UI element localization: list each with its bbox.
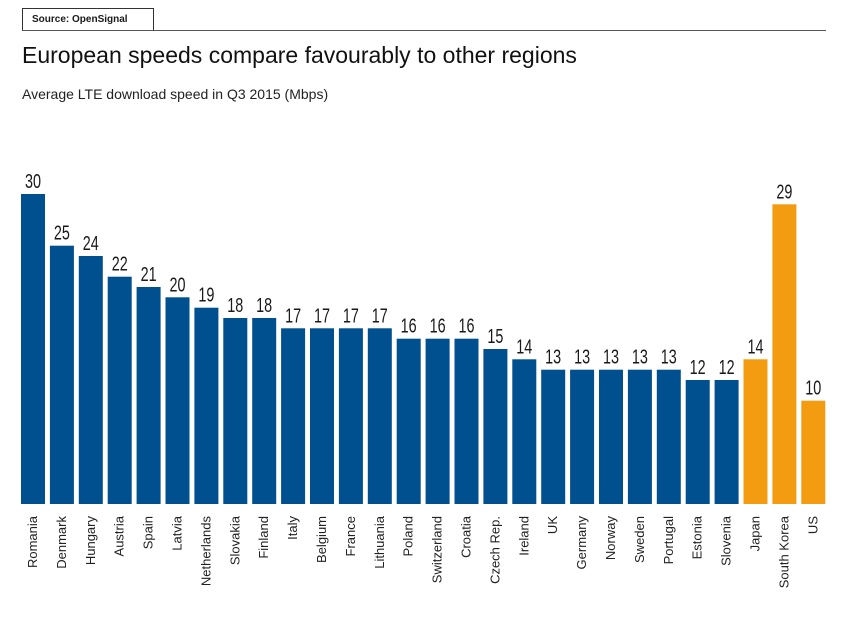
value-label-south-korea: 29 xyxy=(776,180,792,203)
category-label-estonia: Estonia xyxy=(690,515,705,559)
bar-slovenia xyxy=(714,380,739,504)
category-label-czech-rep: Czech Rep. xyxy=(487,516,502,584)
bar-ireland xyxy=(512,359,537,504)
category-label-denmark: Denmark xyxy=(54,516,69,569)
value-label-czech-rep: 15 xyxy=(487,325,503,348)
bar-italy xyxy=(281,328,306,504)
category-label-slovakia: Slovakia xyxy=(227,515,242,565)
category-label-spain: Spain xyxy=(141,516,156,549)
value-label-finland: 18 xyxy=(256,294,272,317)
value-label-belgium: 17 xyxy=(314,304,330,327)
bar-slovakia xyxy=(223,318,248,504)
category-label-norway: Norway xyxy=(603,516,618,561)
value-label-austria: 22 xyxy=(112,252,128,275)
value-label-romania: 30 xyxy=(25,170,41,193)
bar-switzerland xyxy=(425,338,450,504)
category-label-france: France xyxy=(343,516,358,556)
bar-czech-rep xyxy=(483,349,508,504)
bar-romania xyxy=(21,194,45,504)
value-label-poland: 16 xyxy=(401,314,417,337)
bar-south-korea xyxy=(772,204,797,505)
bar-spain xyxy=(136,287,161,504)
bar-poland xyxy=(396,338,421,504)
value-label-slovenia: 12 xyxy=(719,356,735,379)
category-label-italy: Italy xyxy=(285,516,300,540)
bar-uk xyxy=(541,369,566,504)
chart-title: European speeds compare favourably to ot… xyxy=(22,42,577,68)
category-label-south-korea: South Korea xyxy=(776,515,791,588)
bar-portugal xyxy=(656,369,681,504)
value-label-portugal: 13 xyxy=(661,345,677,368)
category-label-japan: Japan xyxy=(748,516,763,551)
category-label-germany: Germany xyxy=(574,516,589,570)
category-label-austria: Austria xyxy=(112,515,127,556)
value-label-switzerland: 16 xyxy=(430,314,446,337)
bar-us xyxy=(801,400,826,504)
bar-lithuania xyxy=(367,328,392,504)
value-label-italy: 17 xyxy=(285,304,301,327)
value-label-estonia: 12 xyxy=(690,356,706,379)
category-label-croatia: Croatia xyxy=(459,515,474,558)
category-label-latvia: Latvia xyxy=(170,515,185,550)
bar-finland xyxy=(252,318,277,504)
category-label-uk: UK xyxy=(545,516,560,534)
bar-france xyxy=(338,328,363,504)
value-label-france: 17 xyxy=(343,304,359,327)
category-label-slovenia: Slovenia xyxy=(719,515,734,566)
category-label-netherlands: Netherlands xyxy=(198,516,213,587)
category-label-portugal: Portugal xyxy=(661,516,676,565)
bar-latvia xyxy=(165,297,190,504)
bar-hungary xyxy=(78,256,103,504)
bar-belgium xyxy=(310,328,334,504)
value-label-uk: 13 xyxy=(545,345,561,368)
value-label-lithuania: 17 xyxy=(372,304,388,327)
bar-denmark xyxy=(49,245,74,504)
bar-germany xyxy=(570,369,595,504)
value-label-norway: 13 xyxy=(603,345,619,368)
bar-austria xyxy=(107,276,132,504)
value-label-germany: 13 xyxy=(574,345,590,368)
bar-japan xyxy=(743,359,768,504)
bar-norway xyxy=(599,369,623,504)
category-label-finland: Finland xyxy=(256,516,271,559)
bar-croatia xyxy=(454,338,479,504)
category-label-ireland: Ireland xyxy=(516,516,531,556)
source-note: Source: OpenSignal xyxy=(22,8,154,30)
category-label-belgium: Belgium xyxy=(314,516,329,563)
category-label-poland: Poland xyxy=(401,516,416,556)
category-label-romania: Romania xyxy=(25,515,40,568)
category-label-lithuania: Lithuania xyxy=(372,515,387,569)
bar-sweden xyxy=(627,369,652,504)
value-label-hungary: 24 xyxy=(83,232,99,255)
value-label-spain: 21 xyxy=(141,263,157,286)
chart-subtitle: Average LTE download speed in Q3 2015 (M… xyxy=(22,86,329,102)
category-label-sweden: Sweden xyxy=(632,516,647,563)
value-label-japan: 14 xyxy=(747,335,763,358)
value-label-denmark: 25 xyxy=(54,221,70,244)
category-label-switzerland: Switzerland xyxy=(430,516,445,583)
value-label-netherlands: 19 xyxy=(198,283,214,306)
category-label-hungary: Hungary xyxy=(83,516,98,566)
value-label-croatia: 16 xyxy=(458,314,474,337)
category-label-us: US xyxy=(805,516,820,534)
header-divider xyxy=(22,30,826,31)
value-label-ireland: 14 xyxy=(516,335,532,358)
value-label-sweden: 13 xyxy=(632,345,648,368)
bar-netherlands xyxy=(194,307,219,504)
value-label-us: 10 xyxy=(805,376,821,399)
bar-estonia xyxy=(685,380,710,504)
value-label-latvia: 20 xyxy=(169,273,185,296)
value-label-slovakia: 18 xyxy=(227,294,243,317)
